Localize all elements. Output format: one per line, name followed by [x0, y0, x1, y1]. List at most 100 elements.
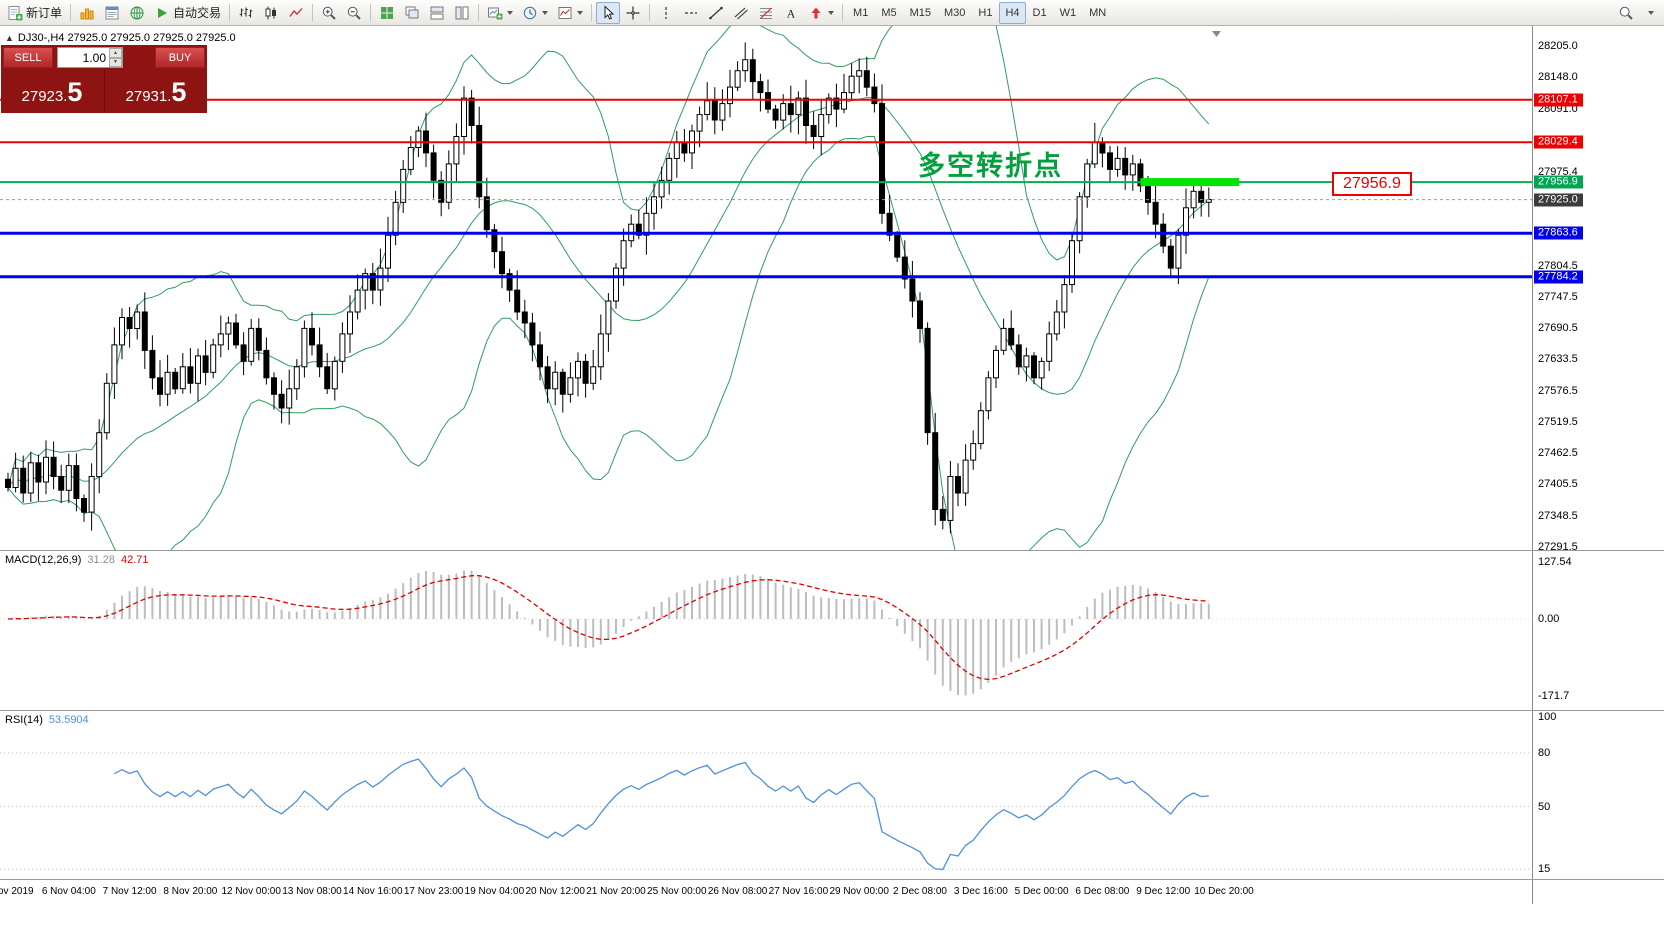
- time-axis-label: 26 Nov 08:00: [707, 886, 768, 897]
- period-sync-caret-icon: [542, 10, 549, 15]
- rsi-panel: RSI(14) 53.5904 100 80 50 15: [0, 711, 1664, 880]
- price-axis[interactable]: 28205.0 28148.0 28091.0 27975.4 27804.5 27747…: [1532, 26, 1664, 553]
- time-axis-label: 17 Nov 23:00: [403, 886, 464, 897]
- search-button[interactable]: [1614, 2, 1638, 24]
- horizontal-line-icon: [685, 11, 698, 14]
- rsi-canvas[interactable]: [0, 711, 1532, 879]
- timeframe-d1-button[interactable]: D1: [1032, 6, 1047, 19]
- main-chart-canvas[interactable]: [0, 26, 1532, 550]
- horizontal-line-tool-button[interactable]: [679, 2, 703, 24]
- sell-price[interactable]: 27923.5: [21, 77, 83, 107]
- time-axis-label: 29 Nov 00:00: [829, 886, 889, 897]
- timeframe-m5-button[interactable]: M5: [881, 6, 897, 19]
- price-axis-label: 27975.4: [1538, 165, 1578, 178]
- bar-chart-button[interactable]: [234, 2, 258, 24]
- period-sync-button[interactable]: [518, 2, 552, 24]
- time-axis-label: 3 Dec 16:00: [953, 886, 1008, 897]
- macd-axis[interactable]: 127.54 0.00 -171.7: [1532, 551, 1664, 710]
- oneclick-divider: [104, 69, 105, 111]
- separator: [842, 4, 844, 21]
- candlestick-chart-button[interactable]: [259, 2, 283, 24]
- price-tag: 28029.4: [1534, 135, 1583, 149]
- navigator-button[interactable]: [125, 2, 149, 24]
- vertical-line-tool-button[interactable]: [654, 2, 678, 24]
- rsi-axis-label: 15: [1538, 863, 1551, 876]
- sell-button[interactable]: SELL: [3, 47, 53, 68]
- timeframe-h4-button[interactable]: H4: [999, 1, 1026, 24]
- oneclick-collapse-icon[interactable]: ▲: [5, 33, 14, 43]
- volume-input[interactable]: 1.00: [57, 47, 123, 68]
- candlestick-chart-icon: [265, 6, 277, 19]
- time-axis-label: 20 Nov 12:00: [525, 886, 585, 897]
- crosshair-icon: [626, 6, 640, 19]
- timeframe-m30-button[interactable]: M30: [944, 6, 966, 19]
- toolbar-overflow-button[interactable]: [1639, 2, 1661, 24]
- price-tag: 27784.2: [1534, 270, 1583, 284]
- macd-canvas[interactable]: [0, 551, 1532, 710]
- timeframe-m1-button[interactable]: M1: [853, 6, 869, 19]
- timeframe-m15-button[interactable]: M15: [909, 6, 931, 19]
- time-axis[interactable]: 5 Nov 2019 6 Nov 04:00 7 Nov 12:00 8 Nov 20…: [0, 880, 1664, 904]
- one-click-trading-panel: SELL 1.00 ▲ ▼ BUY 27923.5 27931.5: [1, 45, 207, 113]
- timeframe-w1-button[interactable]: W1: [1059, 6, 1077, 19]
- arrows-tool-button[interactable]: [804, 2, 838, 24]
- tile-horizontal-icon: [430, 6, 444, 19]
- rsi-label: RSI(14) 53.5904: [5, 714, 89, 726]
- autotrading-button[interactable]: 自动交易: [150, 2, 225, 24]
- price-axis-label: 27291.5: [1538, 541, 1578, 553]
- separator: [649, 4, 651, 21]
- tile-windows-button[interactable]: [375, 2, 399, 24]
- separator: [591, 4, 593, 21]
- line-chart-button[interactable]: [284, 2, 308, 24]
- buy-price[interactable]: 27931.5: [125, 77, 187, 107]
- macd-panel: MACD(12,26,9) 31.28 42.71 127.54 0.00 -171.7: [0, 551, 1664, 711]
- channel-tool-button[interactable]: [729, 2, 753, 24]
- clock-icon: [523, 6, 537, 19]
- volume-down-button[interactable]: ▼: [109, 57, 122, 67]
- new-chart-button[interactable]: [483, 2, 517, 24]
- cascade-windows-icon: [405, 6, 419, 18]
- trendline-icon: [709, 6, 723, 19]
- text-tool-icon: A: [787, 6, 796, 20]
- cursor-tool-button[interactable]: [596, 1, 621, 24]
- zoom-out-button[interactable]: [342, 2, 366, 24]
- price-callout-box: 27956.9: [1332, 172, 1412, 196]
- zoom-in-button[interactable]: [317, 2, 341, 24]
- fibonacci-tool-button[interactable]: [754, 2, 778, 24]
- new-order-button[interactable]: 新订单: [3, 2, 66, 24]
- tile-vertical-button[interactable]: [450, 2, 474, 24]
- text-tool-button[interactable]: A: [779, 2, 803, 24]
- price-axis-label: 27804.5: [1538, 259, 1578, 272]
- separator: [70, 4, 72, 21]
- tile-horizontal-button[interactable]: [425, 2, 449, 24]
- time-axis-label: 19 Nov 04:00: [464, 886, 525, 897]
- axis-corner: [1532, 880, 1664, 904]
- trendline-tool-button[interactable]: [704, 2, 728, 24]
- template-button[interactable]: [553, 2, 587, 24]
- chart-title: ▲ DJ30-,H4 27925.0 27925.0 27925.0 27925.…: [5, 32, 236, 44]
- price-axis-label: 27747.5: [1538, 290, 1578, 303]
- market-watch-icon: [105, 6, 119, 19]
- time-axis-label: 14 Nov 16:00: [343, 886, 403, 897]
- crosshair-tool-button[interactable]: [621, 2, 645, 24]
- volume-up-button[interactable]: ▲: [109, 48, 122, 58]
- time-axis-label: 6 Nov 04:00: [41, 886, 96, 897]
- rsi-axis[interactable]: 100 80 50 15: [1532, 711, 1664, 879]
- fibonacci-icon: [760, 7, 773, 19]
- market-watch-button[interactable]: [100, 2, 124, 24]
- bar-chart-icon: [239, 7, 253, 17]
- price-axis-label: 28148.0: [1538, 71, 1578, 84]
- timeframe-mn-button[interactable]: MN: [1089, 6, 1107, 19]
- separator: [370, 4, 372, 21]
- price-axis-label: 27348.5: [1538, 509, 1578, 522]
- separator: [312, 4, 314, 21]
- new-chart-caret-icon: [507, 10, 514, 15]
- buy-button[interactable]: BUY: [155, 47, 205, 68]
- separator: [478, 4, 480, 21]
- rsi-axis-label: 100: [1538, 711, 1557, 723]
- cascade-windows-button[interactable]: [400, 2, 424, 24]
- profiles-button[interactable]: [75, 2, 99, 24]
- timeframe-h1-button[interactable]: H1: [978, 6, 993, 19]
- template-caret-icon: [577, 10, 584, 15]
